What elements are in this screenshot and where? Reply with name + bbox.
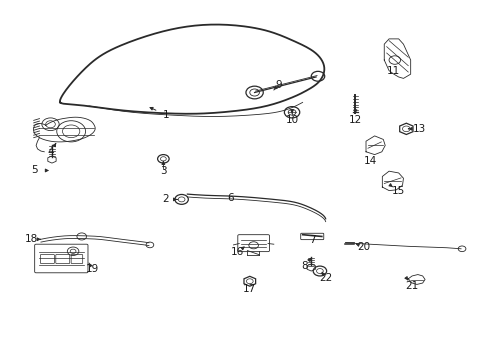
- Text: 20: 20: [358, 242, 370, 252]
- Text: 17: 17: [243, 284, 256, 294]
- Text: 14: 14: [364, 156, 377, 166]
- Text: 11: 11: [387, 66, 400, 76]
- Text: 5: 5: [31, 166, 38, 175]
- Text: 18: 18: [24, 234, 38, 244]
- Text: 3: 3: [160, 166, 167, 176]
- Text: 8: 8: [301, 261, 308, 271]
- Text: 12: 12: [349, 115, 362, 125]
- Text: 13: 13: [413, 124, 426, 134]
- Text: 9: 9: [275, 80, 282, 90]
- Text: 4: 4: [47, 147, 54, 157]
- Text: 10: 10: [286, 115, 298, 125]
- Text: 2: 2: [163, 194, 169, 204]
- Text: 6: 6: [227, 193, 234, 203]
- Text: 21: 21: [406, 281, 419, 291]
- Text: 19: 19: [86, 264, 99, 274]
- Text: 16: 16: [231, 247, 244, 257]
- Text: 22: 22: [319, 273, 332, 283]
- Text: 1: 1: [163, 110, 169, 120]
- Text: 15: 15: [392, 186, 405, 196]
- Text: 7: 7: [309, 235, 316, 245]
